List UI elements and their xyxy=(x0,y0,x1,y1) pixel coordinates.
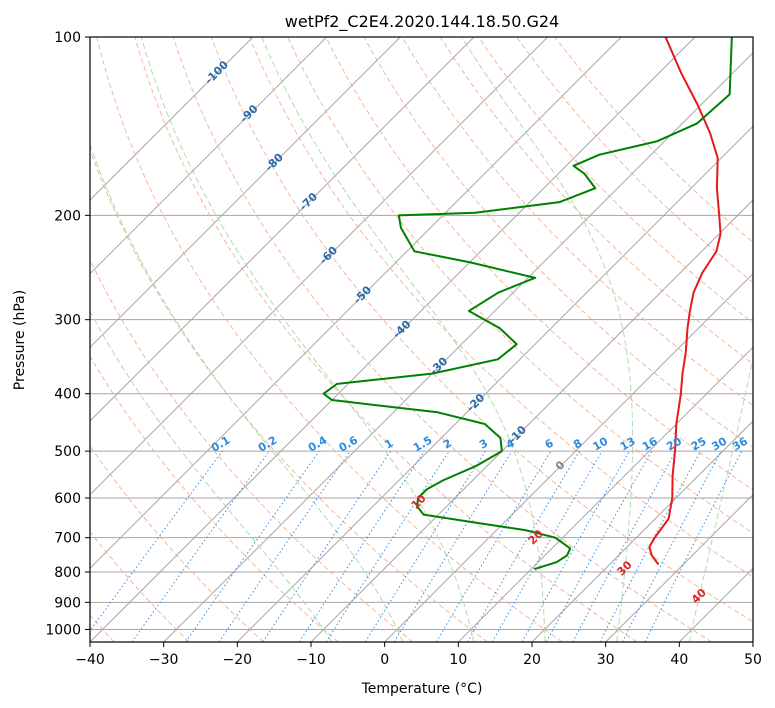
isotherm-line-9 xyxy=(310,199,753,642)
y-tick-label-2: 300 xyxy=(54,313,81,329)
mixing-ratio-line-11 xyxy=(491,450,603,642)
isotherm-line-12 xyxy=(531,420,753,642)
dry-adiabat-15 xyxy=(287,37,753,534)
isobar-grid xyxy=(90,37,753,630)
dry-adiabat-5 xyxy=(90,530,190,642)
dry-adiabat-7 xyxy=(90,355,339,642)
isotherm-line-0 xyxy=(90,37,254,201)
mixing-ratio-line-10 xyxy=(467,450,580,642)
chart-title: wetPf2_C2E4.2020.144.18.50.G24 xyxy=(285,12,559,32)
isotherm-line-6 xyxy=(90,37,696,642)
isotherm-line-3 xyxy=(90,37,475,422)
plot-frame xyxy=(89,36,754,643)
x-tick-label-2: −20 xyxy=(223,652,253,668)
isotherm-line-1 xyxy=(90,37,328,275)
x-axis-ticks: −40 −30 −20 −10 0 10 20 30 40 50 xyxy=(75,642,762,668)
x-tick-label-3: −10 xyxy=(296,652,326,668)
dry-adiabat-12 xyxy=(172,37,712,642)
mixing-ratio-line-14 xyxy=(572,450,677,642)
mixing-ratio-line-2 xyxy=(185,450,320,642)
isotherm-line-4 xyxy=(90,37,549,496)
y-tick-label-7: 800 xyxy=(54,565,81,581)
mixing-ratio-line-1 xyxy=(131,450,270,642)
mixing-ratio-line-13 xyxy=(545,450,653,642)
isotherm-line-7 xyxy=(163,51,753,642)
dry-adiabat-13 xyxy=(210,37,753,623)
y-axis-title: Pressure (hPa) xyxy=(12,290,28,390)
isotherm-line-8 xyxy=(236,125,753,642)
mixing-ratio-lines xyxy=(90,450,743,642)
dry-adiabat-18 xyxy=(401,37,753,406)
y-tick-label-5: 600 xyxy=(54,491,81,507)
isotherm-line-5 xyxy=(90,37,622,570)
dry-adiabat-17 xyxy=(363,37,753,448)
dry-adiabat-8 xyxy=(90,258,414,642)
moist-adiabat-5 xyxy=(688,355,753,642)
dry-adiabat-9 xyxy=(90,148,488,642)
moist-adiabat-3 xyxy=(261,37,546,642)
y-tick-label-6: 700 xyxy=(54,531,81,547)
y-tick-label-3: 400 xyxy=(54,387,81,403)
dry-adiabat-10 xyxy=(96,37,563,642)
dry-adiabat-11 xyxy=(134,37,638,642)
y-tick-label-1: 200 xyxy=(54,208,81,224)
x-tick-label-5: 10 xyxy=(449,652,467,668)
profile-lines xyxy=(322,37,733,570)
y-tick-label-4: 500 xyxy=(54,444,81,460)
dry-adiabat-21 xyxy=(516,37,753,284)
dry-adiabat-16 xyxy=(325,37,753,491)
mixing-ratio-line-7 xyxy=(364,450,486,642)
y-axis-ticks: 100 200 300 400 500 600 700 800 900 1000 xyxy=(45,30,90,638)
isotherm-line-13 xyxy=(605,493,753,642)
temperature-profile-line xyxy=(648,37,722,565)
mixing-ratio-line-6 xyxy=(325,450,450,642)
moist-adiabat-1 xyxy=(90,143,404,642)
mixing-ratio-line-8 xyxy=(393,450,513,642)
x-tick-label-7: 30 xyxy=(597,652,615,668)
x-tick-label-4: 0 xyxy=(380,652,389,668)
x-tick-label-1: −30 xyxy=(149,652,179,668)
mixing-ratio-line-0 xyxy=(90,450,223,632)
y-tick-label-9: 1000 xyxy=(45,622,81,638)
x-tick-label-6: 20 xyxy=(523,652,541,668)
x-tick-label-9: 50 xyxy=(744,652,762,668)
mixing-ratio-line-3 xyxy=(218,450,351,642)
dry-adiabat-14 xyxy=(249,37,753,578)
x-axis-title: Temperature (°C) xyxy=(361,681,483,697)
moist-adiabat-2 xyxy=(140,37,475,642)
x-tick-label-8: 40 xyxy=(670,652,688,668)
x-tick-label-0: −40 xyxy=(75,652,105,668)
mixing-ratio-line-12 xyxy=(521,450,630,642)
dry-adiabat-20 xyxy=(478,37,753,324)
y-tick-label-8: 900 xyxy=(54,595,81,611)
mixing-ratio-line-9 xyxy=(435,450,552,642)
dry-adiabats xyxy=(90,37,753,642)
dewpoint-profile-line xyxy=(322,37,733,570)
y-tick-label-0: 100 xyxy=(54,30,81,46)
